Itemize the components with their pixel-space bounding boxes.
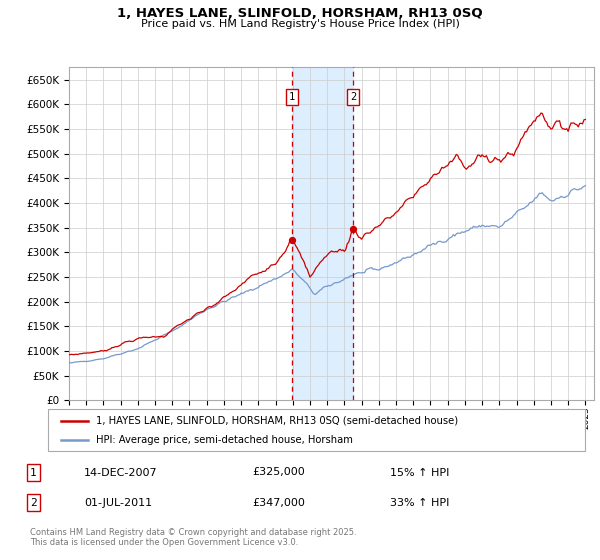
Text: 1, HAYES LANE, SLINFOLD, HORSHAM, RH13 0SQ: 1, HAYES LANE, SLINFOLD, HORSHAM, RH13 0…	[117, 7, 483, 20]
Text: 14-DEC-2007: 14-DEC-2007	[84, 468, 158, 478]
Text: Contains HM Land Registry data © Crown copyright and database right 2025.
This d: Contains HM Land Registry data © Crown c…	[30, 528, 356, 547]
Text: £325,000: £325,000	[252, 468, 305, 478]
FancyBboxPatch shape	[48, 409, 585, 451]
Text: 2: 2	[350, 92, 356, 102]
Text: 33% ↑ HPI: 33% ↑ HPI	[390, 498, 449, 507]
Text: 1, HAYES LANE, SLINFOLD, HORSHAM, RH13 0SQ (semi-detached house): 1, HAYES LANE, SLINFOLD, HORSHAM, RH13 0…	[97, 416, 458, 426]
Text: 01-JUL-2011: 01-JUL-2011	[84, 498, 152, 507]
Text: 15% ↑ HPI: 15% ↑ HPI	[390, 468, 449, 478]
Point	[287, 235, 297, 244]
Text: 1: 1	[30, 468, 37, 478]
Bar	[292, 67, 353, 400]
Text: Price paid vs. HM Land Registry's House Price Index (HPI): Price paid vs. HM Land Registry's House …	[140, 19, 460, 29]
Text: £347,000: £347,000	[252, 498, 305, 507]
Text: HPI: Average price, semi-detached house, Horsham: HPI: Average price, semi-detached house,…	[97, 435, 353, 445]
Point	[348, 225, 358, 234]
Text: 2: 2	[30, 498, 37, 507]
Text: 1: 1	[289, 92, 295, 102]
